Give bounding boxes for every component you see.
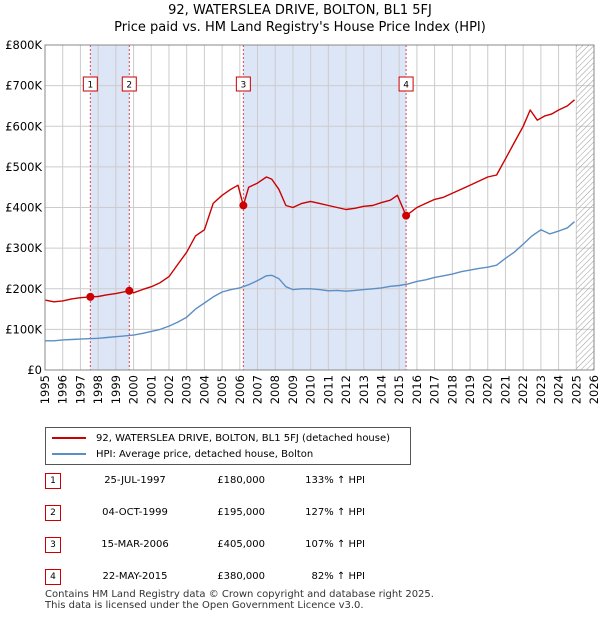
forecast-hatch	[576, 45, 594, 370]
sale-number-badge: 1	[45, 473, 61, 489]
y-tick-label: £700K	[5, 79, 42, 93]
x-tick-label: 2018	[445, 375, 459, 404]
y-tick-label: £400K	[5, 201, 42, 215]
legend-swatch-hpi	[52, 453, 86, 455]
x-tick-label: 1995	[38, 375, 52, 404]
legend-label-property: 92, WATERSLEA DRIVE, BOLTON, BL1 5FJ (de…	[96, 432, 391, 444]
footer: Contains HM Land Registry data © Crown c…	[45, 589, 434, 611]
y-tick-label: £600K	[5, 119, 42, 133]
sale-point	[125, 286, 134, 295]
x-tick-label: 2001	[144, 375, 158, 404]
sale-hpi-change: 127% ↑ HPI	[305, 507, 365, 518]
sale-number-box	[235, 76, 251, 92]
x-tick-label: 2022	[516, 375, 530, 404]
hpi-series-line	[45, 221, 575, 342]
sale-number-box	[121, 76, 137, 92]
sale-price: £380,000	[217, 571, 265, 582]
x-tick-label: 2002	[162, 375, 176, 404]
x-tick-label: 2004	[197, 375, 211, 404]
x-tick-label: 2008	[268, 375, 282, 404]
x-tick-label: 2007	[251, 375, 265, 404]
y-tick-label: £800K	[5, 38, 42, 52]
y-tick-label: £0	[27, 363, 42, 377]
sale-row: 1 25-JUL-1997 £180,000 133% ↑ HPI	[45, 472, 425, 490]
sale-number-box	[398, 76, 414, 92]
plot-frame	[44, 44, 595, 371]
x-tick-label: 1999	[109, 375, 123, 404]
sale-date: 15-MAR-2006	[101, 539, 169, 550]
sale-price: £180,000	[217, 475, 265, 486]
x-tick-label: 2015	[392, 375, 406, 404]
x-tick-label: 2026	[587, 375, 600, 404]
x-tick-label: 2011	[321, 375, 335, 404]
legend: 92, WATERSLEA DRIVE, BOLTON, BL1 5FJ (de…	[45, 427, 411, 465]
x-tick-label: 2025	[569, 375, 583, 404]
sale-number-label: 4	[403, 81, 409, 91]
x-tick-label: 2005	[215, 375, 229, 404]
y-tick-label: £100K	[5, 322, 42, 336]
sale-number-label: 1	[87, 81, 93, 91]
y-tick-label: £200K	[5, 282, 42, 296]
sale-number-label: 3	[240, 81, 246, 91]
sale-row: 4 22-MAY-2015 £380,000 82% ↑ HPI	[45, 568, 425, 586]
sale-hpi-change: 82% ↑ HPI	[311, 571, 365, 582]
chart-title: 92, WATERSLEA DRIVE, BOLTON, BL1 5FJ	[168, 3, 432, 18]
sale-hpi-change: 133% ↑ HPI	[305, 475, 365, 486]
x-tick-label: 2019	[463, 375, 477, 404]
sale-date: 22-MAY-2015	[102, 571, 168, 582]
x-tick-label: 2000	[127, 375, 141, 404]
x-tick-label: 2024	[552, 375, 566, 404]
x-tick-label: 2020	[481, 375, 495, 404]
x-tick-label: 2003	[180, 375, 194, 404]
x-tick-label: 2010	[304, 375, 318, 404]
sale-number-box	[82, 76, 98, 92]
sale-hpi-change: 107% ↑ HPI	[305, 539, 365, 550]
sale-row: 3 15-MAR-2006 £405,000 107% ↑ HPI	[45, 536, 425, 554]
x-tick-label: 2017	[428, 375, 442, 404]
sale-number-badge: 2	[45, 505, 61, 521]
y-tick-label: £500K	[5, 160, 42, 174]
x-tick-label: 2009	[286, 375, 300, 404]
legend-item-property: 92, WATERSLEA DRIVE, BOLTON, BL1 5FJ (de…	[52, 431, 390, 445]
x-tick-label: 1997	[73, 375, 87, 404]
x-tick-label: 1996	[56, 375, 70, 404]
sale-number-badge: 4	[45, 569, 61, 585]
sale-point	[402, 211, 411, 220]
legend-item-hpi: HPI: Average price, detached house, Bolt…	[52, 447, 313, 461]
sale-number-badge: 3	[45, 537, 61, 553]
sale-price: £405,000	[217, 539, 265, 550]
x-tick-label: 2023	[534, 375, 548, 404]
legend-label-hpi: HPI: Average price, detached house, Bolt…	[96, 448, 314, 460]
legend-swatch-property	[52, 437, 86, 439]
x-tick-label: 2016	[410, 375, 424, 404]
footer-licence: This data is licensed under the Open Gov…	[45, 600, 364, 611]
x-tick-label: 1998	[91, 375, 105, 404]
x-tick-label: 2014	[374, 375, 388, 404]
property-series-line	[44, 99, 575, 303]
sale-date: 04-OCT-1999	[102, 507, 168, 518]
chart-subtitle: Price paid vs. HM Land Registry's House …	[114, 20, 486, 35]
x-tick-label: 2006	[233, 375, 247, 404]
x-tick-label: 2021	[498, 375, 512, 404]
sale-price: £195,000	[217, 507, 265, 518]
x-tick-label: 2012	[339, 375, 353, 404]
sale-point	[239, 201, 248, 210]
price-chart: 1 2 3 4 £0 £100K £200K £300K £400K £500K £600K £70…	[5, 38, 600, 404]
x-tick-label: 2013	[357, 375, 371, 404]
sale-point	[86, 292, 95, 301]
y-tick-label: £300K	[5, 241, 42, 255]
footer-copyright: Contains HM Land Registry data © Crown c…	[45, 589, 434, 600]
sale-date: 25-JUL-1997	[104, 475, 166, 486]
sale-number-label: 2	[126, 81, 132, 91]
sale-row: 2 04-OCT-1999 £195,000 127% ↑ HPI	[45, 504, 425, 522]
